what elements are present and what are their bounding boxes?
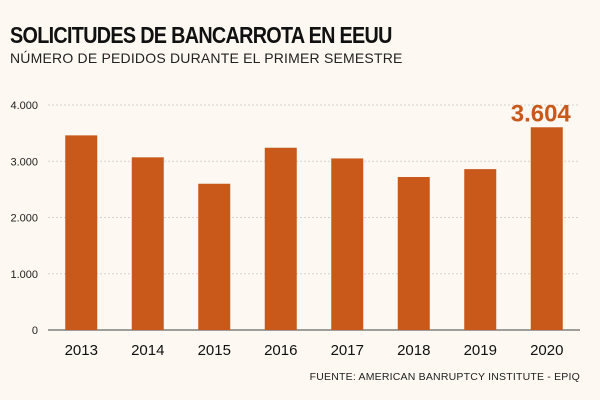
x-tick-label: 2019 <box>464 342 497 359</box>
value-callout: 3.604 <box>511 100 572 127</box>
bar-2017 <box>331 158 364 330</box>
bar-2019 <box>464 169 497 330</box>
chart-subtitle: NÚMERO DE PEDIDOS DURANTE EL PRIMER SEME… <box>10 50 403 66</box>
y-tick-label: 1.000 <box>10 269 38 281</box>
bar-2014 <box>131 157 164 330</box>
x-tick-label: 2016 <box>264 342 297 359</box>
x-tick-label: 2015 <box>198 342 231 359</box>
y-tick-label: 0 <box>32 325 38 337</box>
y-tick-label: 2.000 <box>10 213 38 225</box>
y-tick-label: 4.000 <box>10 100 38 112</box>
bar-2015 <box>198 183 231 330</box>
bar-2018 <box>397 177 430 330</box>
x-tick-label: 2017 <box>331 342 364 359</box>
bar-2020 <box>530 127 563 331</box>
x-tick-label: 2013 <box>65 342 98 359</box>
chart-title: SOLICITUDES DE BANCARROTA EN EEUU <box>10 22 392 48</box>
bar-2013 <box>65 135 98 330</box>
chart-source: FUENTE: AMERICAN BANRUPTCY INSTITUTE - E… <box>309 371 580 383</box>
y-tick-label: 3.000 <box>10 156 38 168</box>
x-tick-label: 2014 <box>131 342 164 359</box>
bar-2016 <box>264 147 297 330</box>
x-tick-label: 2020 <box>530 342 563 359</box>
x-tick-label: 2018 <box>397 342 430 359</box>
